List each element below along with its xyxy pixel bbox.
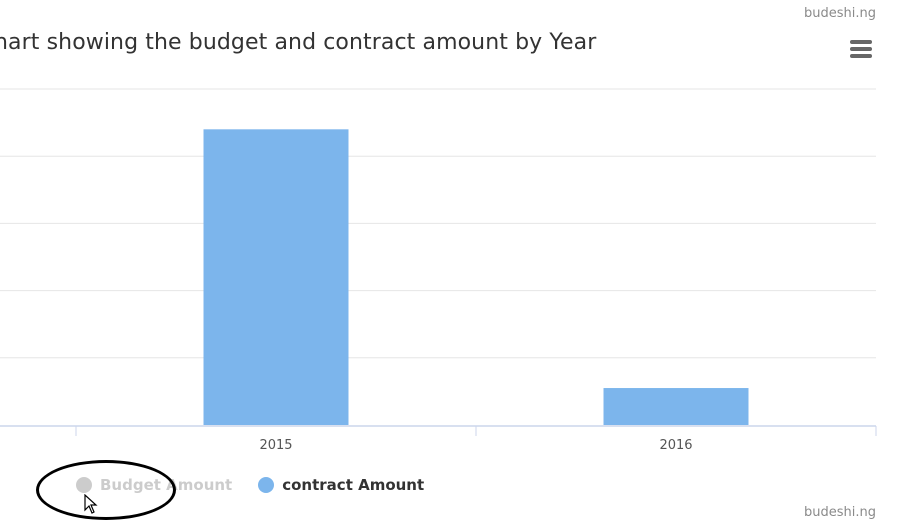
legend-item-budget-amount[interactable]: Budget Amount [76,476,232,494]
hamburger-menu-icon[interactable] [850,40,872,60]
watermark-bottom: budeshi.ng [804,505,876,520]
bar-2016 [603,388,749,425]
legend-label-budget-amount: Budget Amount [100,476,233,494]
menu-bar [850,47,872,51]
legend-dot-budget-icon [76,477,92,493]
legend-dot-contract-icon [258,477,275,493]
chart-legend: Budget Amount contract Amount [76,476,450,494]
x-axis-tick-label: 2016 [659,438,692,453]
watermark-top: budeshi.ng [804,6,876,21]
bar-2015 [203,129,349,425]
legend-label-contract-amount: contract Amount [282,476,425,494]
menu-bar [850,40,872,44]
chart-title: hart showing the budget and contract amo… [0,30,597,55]
legend-item-contract-amount[interactable]: contract Amount [258,476,424,494]
menu-bar [850,54,872,58]
x-axis-tick-label: 2015 [259,438,292,453]
